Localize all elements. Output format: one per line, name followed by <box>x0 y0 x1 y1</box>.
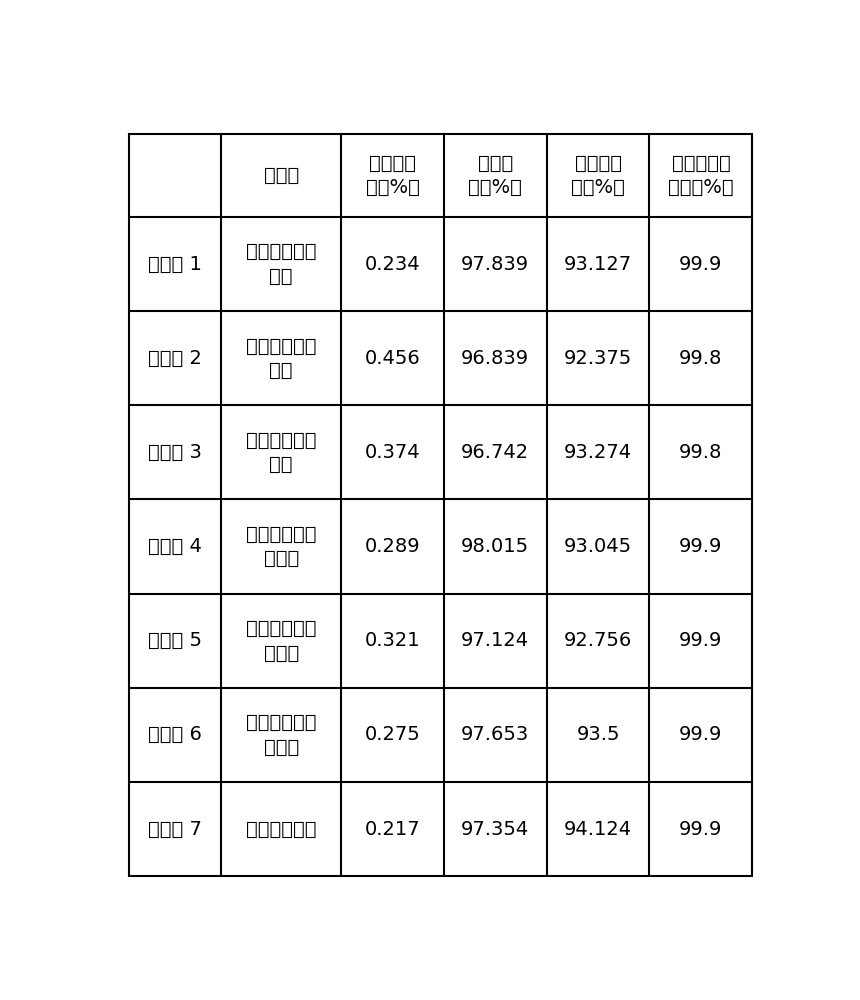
Text: 0.456: 0.456 <box>365 349 421 368</box>
Text: 92.375: 92.375 <box>564 349 632 368</box>
Text: 99.8: 99.8 <box>679 443 722 462</box>
Text: 十二烷基苯磺: 十二烷基苯磺 <box>246 242 316 261</box>
Text: 99.9: 99.9 <box>679 725 722 744</box>
Text: 辛腈含: 辛腈含 <box>477 154 513 173</box>
Text: 0.289: 0.289 <box>365 537 421 556</box>
Text: 93.274: 93.274 <box>564 443 632 462</box>
Text: 含量（%）: 含量（%） <box>668 178 734 197</box>
Text: 实施例 1: 实施例 1 <box>149 255 202 274</box>
Text: 0.234: 0.234 <box>365 255 421 274</box>
Text: 酸锌: 酸锌 <box>269 267 293 286</box>
Text: 97.124: 97.124 <box>461 631 530 650</box>
Text: 量（%）: 量（%） <box>571 178 625 197</box>
Text: 酸铈锌: 酸铈锌 <box>264 549 299 568</box>
Text: 99.8: 99.8 <box>679 349 722 368</box>
Text: 99.9: 99.9 <box>679 820 722 839</box>
Text: 96.742: 96.742 <box>461 443 530 462</box>
Text: 93.127: 93.127 <box>564 255 632 274</box>
Text: 酸锰: 酸锰 <box>269 455 293 474</box>
Text: 辛胺蒸馏品: 辛胺蒸馏品 <box>672 154 730 173</box>
Text: 十二烷基苯磺: 十二烷基苯磺 <box>246 619 316 638</box>
Text: 实施例 6: 实施例 6 <box>149 725 202 744</box>
Text: 94.124: 94.124 <box>564 820 632 839</box>
Text: 97.839: 97.839 <box>461 255 530 274</box>
Text: 0.321: 0.321 <box>365 631 421 650</box>
Text: 实施例 2: 实施例 2 <box>149 349 202 368</box>
Text: 十二烷基苯磺: 十二烷基苯磺 <box>246 336 316 355</box>
Text: 99.9: 99.9 <box>679 631 722 650</box>
Text: 实施例 4: 实施例 4 <box>149 537 202 556</box>
Text: 97.653: 97.653 <box>461 725 530 744</box>
Text: 十二烷基苯磺: 十二烷基苯磺 <box>246 713 316 732</box>
Text: 十二烷基苯磺: 十二烷基苯磺 <box>246 431 316 450</box>
Text: 实施例 5: 实施例 5 <box>148 631 202 650</box>
Text: 实施例 3: 实施例 3 <box>149 443 202 462</box>
Text: 量（%）: 量（%） <box>366 178 420 197</box>
Text: 99.9: 99.9 <box>679 537 722 556</box>
Text: 量（%）: 量（%） <box>469 178 522 197</box>
Text: 96.839: 96.839 <box>461 349 530 368</box>
Text: 98.015: 98.015 <box>461 537 530 556</box>
Text: 十二烷基苯磺: 十二烷基苯磺 <box>246 525 316 544</box>
Text: 0.374: 0.374 <box>365 443 421 462</box>
Text: 十二烷基苯磺: 十二烷基苯磺 <box>246 820 316 839</box>
Text: 92.756: 92.756 <box>564 631 632 650</box>
Text: 酸锌铝: 酸锌铝 <box>264 643 299 662</box>
Text: 辛酰胺含: 辛酰胺含 <box>369 154 416 173</box>
Text: 97.354: 97.354 <box>461 820 530 839</box>
Text: 93.045: 93.045 <box>564 537 632 556</box>
Text: 实施例 7: 实施例 7 <box>149 820 202 839</box>
Text: 催化剂: 催化剂 <box>264 166 299 185</box>
Text: 酸铝: 酸铝 <box>269 361 293 380</box>
Text: 93.5: 93.5 <box>576 725 620 744</box>
Text: 酸锌锰: 酸锌锰 <box>264 738 299 757</box>
Text: 99.9: 99.9 <box>679 255 722 274</box>
Text: 0.275: 0.275 <box>365 725 421 744</box>
Text: 粗辛胺含: 粗辛胺含 <box>574 154 622 173</box>
Text: 0.217: 0.217 <box>365 820 421 839</box>
